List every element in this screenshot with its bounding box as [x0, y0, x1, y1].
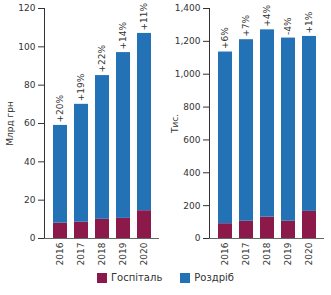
svg-text:2019: 2019: [118, 242, 128, 265]
svg-text:200: 200: [183, 201, 200, 211]
svg-text:-4%: -4%: [283, 17, 293, 35]
svg-text:+20%: +20%: [55, 94, 65, 122]
svg-text:2020: 2020: [304, 242, 314, 265]
svg-text:2017: 2017: [241, 243, 251, 266]
svg-text:2018: 2018: [262, 242, 272, 265]
svg-text:20: 20: [24, 195, 36, 205]
svg-text:1,400: 1,400: [175, 3, 201, 13]
svg-text:2020: 2020: [139, 242, 149, 265]
svg-text:+1%: +1%: [304, 11, 314, 33]
svg-text:2017: 2017: [76, 243, 86, 266]
svg-text:400: 400: [183, 168, 200, 178]
svg-text:2016: 2016: [55, 242, 65, 265]
svg-text:+19%: +19%: [76, 73, 86, 101]
svg-text:+7%: +7%: [241, 14, 251, 36]
svg-text:+22%: +22%: [97, 45, 107, 73]
svg-text:600: 600: [183, 135, 200, 145]
svg-text:100: 100: [18, 42, 35, 52]
svg-text:800: 800: [183, 102, 200, 112]
svg-text:Млрд грн: Млрд грн: [5, 101, 15, 146]
svg-text:2019: 2019: [283, 242, 293, 265]
html-text:Госпіталь: Госпіталь: [111, 272, 163, 283]
svg-text:Тис.: Тис.: [170, 114, 180, 134]
svg-text:120: 120: [18, 3, 35, 13]
svg-text:0: 0: [30, 233, 36, 243]
svg-text:80: 80: [24, 80, 36, 90]
svg-text:+4%: +4%: [262, 5, 272, 27]
svg-text:1,000: 1,000: [175, 69, 201, 79]
svg-text:40: 40: [24, 157, 36, 167]
svg-text:2016: 2016: [220, 242, 230, 265]
svg-text:60: 60: [24, 118, 36, 128]
html-text:Роздріб: Роздріб: [194, 272, 234, 283]
svg-text:1,200: 1,200: [175, 36, 201, 46]
svg-text:0: 0: [195, 233, 201, 243]
svg-text:2018: 2018: [97, 242, 107, 265]
svg-text:+11%: +11%: [139, 2, 149, 30]
svg-text:+14%: +14%: [118, 22, 128, 50]
svg-text:+6%: +6%: [220, 27, 230, 49]
